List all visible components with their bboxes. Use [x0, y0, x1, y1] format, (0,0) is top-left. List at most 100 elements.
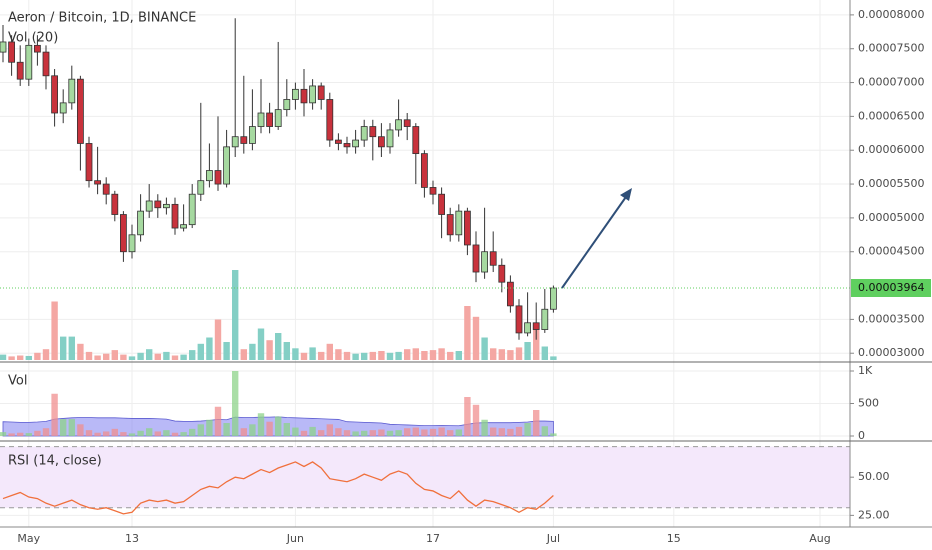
volume-overlay-bar — [257, 328, 265, 360]
volume-bar — [249, 424, 256, 436]
volume-bar — [51, 393, 58, 436]
volume-bar — [343, 430, 351, 436]
volume-overlay-bar — [515, 347, 523, 360]
y-tick-label: 1K — [858, 364, 873, 377]
y-tick-label: 0.00005000 — [858, 211, 924, 224]
volume-overlay-bar — [412, 348, 419, 360]
volume-overlay-bar — [447, 351, 454, 360]
volume-bar — [42, 428, 50, 436]
volume-overlay-bar — [180, 354, 187, 360]
volume-bar — [404, 428, 411, 436]
volume-overlay-bar — [266, 340, 273, 360]
volume-bar — [171, 432, 179, 436]
candle-body — [197, 180, 205, 195]
candle-body — [326, 99, 334, 141]
volume-bar — [223, 423, 230, 436]
candle-body — [317, 85, 325, 100]
volume-bar — [429, 428, 437, 436]
candle-body — [403, 119, 411, 127]
volume-overlay-bar — [507, 350, 514, 360]
volume-bar — [146, 428, 153, 436]
candle-body — [154, 200, 162, 209]
volume-bar — [515, 426, 523, 436]
volume-overlay-bar — [326, 343, 333, 360]
candle-body — [171, 203, 179, 229]
x-tick-label: 13 — [125, 532, 139, 545]
volume-bar — [386, 430, 394, 436]
volume-overlay-bar — [318, 351, 325, 360]
candle-body — [25, 44, 33, 80]
volume-overlay-bar — [60, 336, 67, 360]
volume-bar — [60, 419, 67, 436]
volume-bar — [498, 428, 505, 436]
candle-body — [16, 61, 24, 80]
volume-bar — [214, 406, 222, 436]
volume-bar — [309, 426, 316, 436]
volume-bar — [361, 430, 368, 436]
volume-bar — [421, 429, 428, 436]
volume-overlay-bar — [455, 351, 462, 360]
volume-bar — [85, 430, 93, 436]
arrow-head — [620, 188, 632, 201]
candle-body — [343, 143, 351, 148]
volume-bar — [275, 416, 282, 436]
x-tick-label: Aug — [809, 532, 830, 545]
volume-bar — [283, 423, 290, 436]
y-tick-label: 0 — [858, 429, 865, 442]
candle-body — [429, 187, 437, 195]
volume-overlay-bar — [103, 353, 110, 360]
volume-overlay-bar — [171, 355, 179, 360]
volume-bar — [326, 424, 333, 436]
volume-bar — [257, 413, 265, 436]
volume-bar — [335, 428, 342, 436]
volume-bar — [77, 424, 84, 436]
volume-bar — [25, 433, 32, 436]
volume-overlay-bar — [369, 351, 376, 360]
volume-overlay-bar — [137, 352, 144, 360]
volume-overlay-bar — [472, 316, 480, 360]
volume-overlay-bar — [249, 343, 256, 360]
volume-overlay-bar — [275, 333, 282, 360]
volume-overlay-bar — [17, 355, 24, 360]
x-tick-label: 17 — [426, 532, 440, 545]
candle-body — [300, 88, 308, 104]
candle-body — [8, 41, 16, 63]
y-tick-label: 0.00007000 — [858, 76, 924, 89]
volume-bar — [455, 429, 462, 436]
x-tick-label: May — [17, 532, 40, 545]
volume-pane-label: Vol — [8, 374, 27, 389]
volume-overlay-bar — [85, 351, 93, 360]
y-tick-label: 0.00006000 — [858, 143, 924, 156]
volume-bar — [137, 430, 144, 436]
volume-overlay-bar — [154, 353, 161, 360]
candle-body — [34, 44, 41, 53]
candle-body — [386, 129, 394, 148]
volume-overlay-bar — [524, 342, 531, 360]
volume-overlay-bar — [352, 353, 359, 360]
candle-body — [360, 126, 368, 141]
candle-body — [77, 78, 84, 144]
candle-body — [515, 305, 523, 334]
volume-bar — [120, 432, 127, 436]
volume-overlay-bar — [232, 270, 239, 360]
volume-bar — [103, 431, 110, 436]
candle-body — [94, 180, 101, 185]
volume-bar — [481, 419, 488, 436]
y-tick-label: 500 — [858, 397, 879, 410]
volume-bar — [524, 423, 531, 436]
volume-overlay-bar — [309, 347, 316, 360]
volume-bar — [533, 410, 540, 436]
candle-body — [120, 214, 127, 253]
y-tick-label: 0.00003500 — [858, 312, 924, 325]
candle-body — [489, 251, 497, 266]
volume-overlay-bar — [25, 355, 32, 360]
volume-bar — [189, 428, 196, 436]
candle-body — [395, 119, 403, 131]
candle-body — [111, 193, 119, 215]
volume-overlay-bar — [0, 354, 7, 360]
volume-overlay-bar — [120, 354, 127, 360]
volume-overlay-bar — [498, 349, 505, 360]
candle-body — [481, 251, 489, 273]
x-tick-label: Jun — [286, 532, 304, 545]
